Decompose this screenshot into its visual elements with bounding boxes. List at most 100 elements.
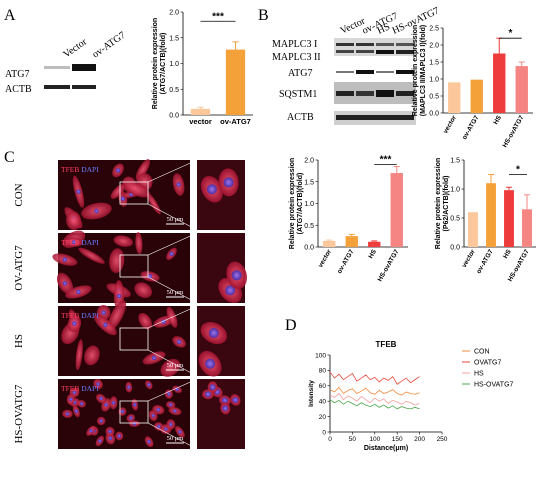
x-tick-label: 250 [437, 436, 448, 443]
significance-label: *** [212, 11, 224, 22]
bar [323, 240, 336, 247]
y-tick-label: 1.5 [450, 158, 460, 165]
nucleus [104, 403, 109, 407]
nucleus [231, 270, 242, 281]
zoom-line [147, 305, 198, 329]
nucleus [115, 168, 121, 173]
stain-tfeb: TFEB [61, 384, 81, 393]
micrograph-row-label: HS-OVATG7 [13, 384, 25, 444]
cell [122, 180, 150, 198]
panel-letter-a: A [4, 7, 16, 24]
nucleus [69, 397, 73, 402]
blot-band [396, 70, 414, 74]
blot-band [356, 50, 374, 53]
nucleus [76, 289, 81, 295]
blot-band [72, 85, 96, 89]
zoom-box [119, 181, 149, 205]
nucleus [89, 429, 93, 433]
cell [134, 282, 153, 298]
series-line-hs [329, 392, 420, 406]
zoom-box [119, 327, 149, 351]
bar [515, 66, 528, 113]
x-tick-label: 0 [328, 436, 332, 443]
stain-label: TFEB DAPI [61, 384, 99, 393]
y-axis-label: Relative protein expression(ATG7/ACTB)(f… [152, 18, 167, 109]
panel-letter-c: C [4, 149, 15, 166]
cell [66, 211, 81, 230]
stain-label: TFEB DAPI [61, 165, 99, 174]
y-tick-label: 80 [319, 368, 327, 375]
blot-band [376, 90, 394, 97]
x-tick-label: HS [502, 248, 513, 260]
cell [107, 300, 127, 331]
x-tick-label: 200 [414, 436, 425, 443]
blot-a-row-1: ATG7 [5, 69, 29, 80]
blot-b-row-2: MAPLC3 II [272, 52, 321, 63]
y-tick-label: 40 [319, 399, 327, 406]
zoom-line [147, 276, 198, 304]
y-tick-label: 1.5 [429, 60, 439, 67]
scale-label: 50 μm [167, 435, 184, 442]
significance-label: *** [380, 154, 392, 165]
blot-band [336, 71, 354, 73]
y-tick-label: 0.0 [450, 245, 460, 252]
nucleus [151, 413, 155, 418]
nucleus [208, 328, 219, 339]
blot-band [396, 91, 414, 96]
blot-a-row-2: ACTB [5, 84, 32, 95]
blot-band [396, 50, 414, 54]
nucleus [232, 396, 239, 403]
y-tick-label: 20 [319, 414, 327, 421]
blot-b-row-4: SQSTM1 [279, 89, 317, 100]
y-tick-label: 2.0 [304, 158, 314, 165]
cell [84, 345, 100, 366]
blot-box [334, 82, 416, 104]
legend-label: CON [474, 349, 490, 356]
y-tick-label: 0.0 [169, 113, 179, 120]
cell [110, 183, 126, 199]
nucleus [147, 439, 151, 444]
y-axis-label: Relative protein expression(ATG7/ACTB)(f… [289, 158, 304, 249]
y-tick-label: 1.0 [304, 201, 314, 208]
y-tick-label: 1.5 [169, 35, 179, 42]
nucleus [223, 177, 234, 188]
nucleus [225, 285, 236, 296]
nucleus [108, 429, 112, 434]
nucleus [117, 434, 122, 438]
nucleus [222, 405, 229, 412]
nucleus [116, 293, 122, 299]
series-line-ovatg7 [329, 371, 420, 385]
series-line-con [329, 386, 420, 396]
blot-band [376, 50, 394, 54]
nucleus [173, 409, 177, 413]
nucleus [72, 390, 77, 395]
y-axis-label-line: Relative protein expression [152, 18, 159, 109]
nucleus [169, 422, 173, 427]
blot-band [376, 71, 394, 73]
stain-label: TFEB DAPI [61, 311, 99, 320]
series-line-hs-ovatg7 [329, 399, 420, 410]
panel-letter-d: D [285, 317, 297, 334]
stain-tfeb: TFEB [61, 165, 81, 174]
y-axis-label: Relative protein expression(P62/ACTB)(fo… [435, 158, 450, 249]
blot-band [44, 66, 70, 69]
blot-band [44, 85, 70, 89]
zoom-line [147, 422, 198, 450]
micrograph-row-label: CON [13, 183, 25, 206]
y-axis-label-line: Relative protein expression [289, 158, 296, 249]
y-axis-label-line: (MAPLC3 II/MAPLC3 I)(fold) [420, 25, 427, 116]
x-tick-label: 150 [392, 436, 403, 443]
cell [109, 248, 125, 274]
micrograph-grid: CON TFEB DAPI 50 μm OV-ATG7 TFEB DAPI 50 μm HS… [13, 159, 248, 450]
bar [486, 183, 496, 247]
scale-label: 50 μm [167, 289, 184, 296]
y-tick-label: 1.5 [304, 179, 314, 186]
nucleus [168, 402, 173, 407]
nucleus [176, 182, 181, 187]
x-tick-label: HS-ovATG7 [502, 114, 526, 149]
y-tick-label: 2.0 [169, 10, 179, 17]
blot-band [336, 50, 354, 53]
bar [448, 82, 461, 113]
